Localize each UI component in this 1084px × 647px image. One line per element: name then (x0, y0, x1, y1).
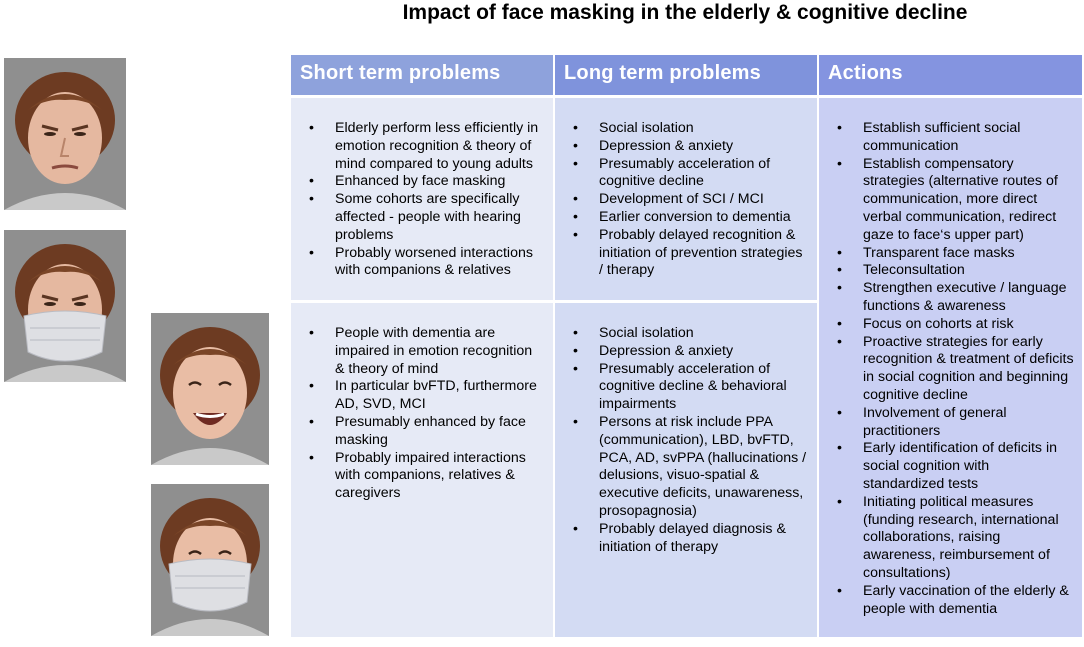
list-item: Teleconsultation (829, 262, 1074, 280)
cell-long-term-elderly: Social isolation Depression & anxiety Pr… (555, 98, 817, 300)
list-item: Enhanced by face masking (301, 173, 545, 191)
list-item: Early identification of deficits in soci… (829, 440, 1074, 493)
list-item: Probably delayed recognition & initiatio… (565, 227, 809, 280)
list-item: Initiating political measures (funding r… (829, 494, 1074, 583)
list-item: Establish compensatory strategies (alter… (829, 156, 1074, 245)
list-item: Development of SCI / MCI (565, 191, 809, 209)
list-item: Establish sufficient social communicatio… (829, 120, 1074, 156)
list-item: Social isolation (565, 120, 809, 138)
figure-title: Impact of face masking in the elderly & … (402, 1, 968, 24)
list-item: Early vaccination of the elderly & peopl… (829, 583, 1074, 619)
list-item: Probably delayed diagnosis & initiation … (565, 521, 809, 557)
face-happy-icon (151, 313, 269, 465)
list-item: Transparent face masks (829, 245, 1074, 263)
header-short-term: Short term problems (291, 55, 553, 95)
header-long-term: Long term problems (555, 55, 817, 95)
list-item: Persons at risk include PPA (communicati… (565, 414, 809, 521)
list-item: Social isolation (565, 325, 809, 343)
list-item: Presumably enhanced by face masking (301, 414, 545, 450)
list-item: Depression & anxiety (565, 343, 809, 361)
photo-elderly-angry (4, 58, 126, 210)
cell-short-term-dementia: People with dementia are impaired in emo… (291, 303, 553, 637)
list-item: Presumably acceleration of cognitive dec… (565, 361, 809, 414)
list-item: Focus on cohorts at risk (829, 316, 1074, 334)
list-item: Depression & anxiety (565, 138, 809, 156)
photo-elderly-happy-masked (151, 484, 269, 636)
list-item: Probably impaired interactions with comp… (301, 450, 545, 503)
list-item: People with dementia are impaired in emo… (301, 325, 545, 378)
list-item: Presumably acceleration of cognitive dec… (565, 156, 809, 192)
photo-elderly-angry-masked (4, 230, 126, 382)
face-happy-masked-icon (151, 484, 269, 636)
cell-short-term-elderly: Elderly perform less efficiently in emot… (291, 98, 553, 300)
list-item: In particular bvFTD, furthermore AD, SVD… (301, 378, 545, 414)
cell-long-term-dementia: Social isolation Depression & anxiety Pr… (555, 303, 817, 637)
face-angry-masked-icon (4, 230, 126, 382)
cell-actions: Establish sufficient social communicatio… (819, 98, 1082, 637)
header-actions: Actions (819, 55, 1082, 95)
photo-elderly-happy (151, 313, 269, 465)
list-item: Proactive strategies for early recogniti… (829, 334, 1074, 405)
list-item: Some cohorts are specifically affected -… (301, 191, 545, 244)
list-item: Strengthen executive / language function… (829, 280, 1074, 316)
list-item: Probably worsened interactions with comp… (301, 245, 545, 281)
list-item: Elderly perform less efficiently in emot… (301, 120, 545, 173)
list-item: Earlier conversion to dementia (565, 209, 809, 227)
list-item: Involvement of general practitioners (829, 405, 1074, 441)
face-angry-icon (4, 58, 126, 210)
